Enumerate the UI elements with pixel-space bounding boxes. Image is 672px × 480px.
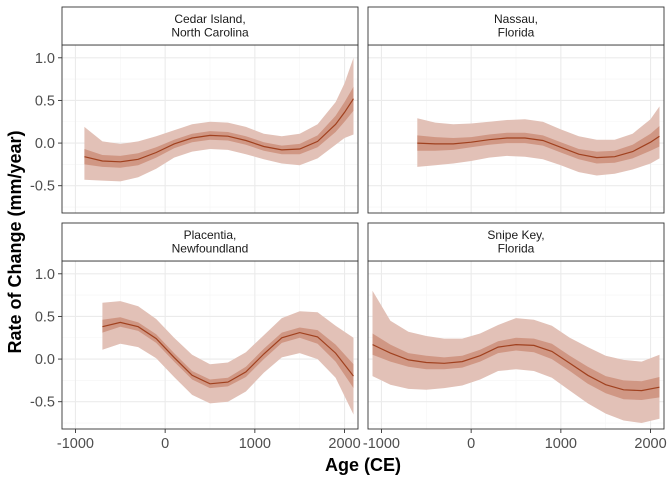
y-tick-label: -0.5 <box>30 179 55 195</box>
x-tick-label: 2000 <box>328 436 360 452</box>
facet-strip-label: Snipe Key, Florida <box>487 228 544 256</box>
facet-strip-line: North Carolina <box>171 26 249 40</box>
y-tick-label: 0.0 <box>35 352 55 368</box>
facet-strip <box>61 6 359 46</box>
facet-strip-line: Florida <box>498 242 535 256</box>
x-tick-label: 2000 <box>634 436 666 452</box>
y-tick-label: -0.5 <box>30 395 55 411</box>
credible-band-inner <box>372 333 660 400</box>
credible-band-outer <box>372 290 660 423</box>
facet-strip <box>367 6 665 46</box>
x-axis-title: Age (CE) <box>325 455 401 475</box>
x-tick-label: -1000 <box>363 436 400 452</box>
facet-panel: Nassau, Florida <box>367 6 665 214</box>
facet-strip-line: Florida <box>498 26 535 40</box>
x-tick-label: -1000 <box>57 436 94 452</box>
facet-strip <box>367 222 665 262</box>
x-tick-label: 1000 <box>545 436 577 452</box>
facet-strip-line: Snipe Key, <box>487 228 544 242</box>
facet-panel: Cedar Island, North Carolina <box>61 6 359 214</box>
facet-strip-line: Nassau, <box>494 12 538 26</box>
y-tick-label: 1.0 <box>35 267 55 283</box>
facet-panel: Placentia, Newfoundland <box>61 222 359 430</box>
facet-strip <box>61 222 359 262</box>
mean-rate-line <box>84 98 355 163</box>
facet-strip-line: Placentia, <box>184 228 237 242</box>
x-tick-label: 1000 <box>239 436 271 452</box>
facet-strip-line: Newfoundland <box>172 242 249 256</box>
credible-band-inner <box>84 86 354 168</box>
y-tick-label: 0.5 <box>35 309 55 325</box>
x-axis: -1000 0 1000 2000 -1000 0 1000 2000 <box>57 429 667 452</box>
y-tick-label: 0.0 <box>35 136 55 152</box>
y-tick-label: 0.5 <box>35 93 55 109</box>
y-axis: -0.5 0.0 0.5 1.0 -0.5 0.0 0.5 1.0 <box>30 51 62 411</box>
mean-rate-line <box>102 321 354 385</box>
x-tick-label: 0 <box>161 436 169 452</box>
mean-rate-line <box>417 135 660 159</box>
y-tick-label: 1.0 <box>35 51 55 67</box>
facet-panel: Snipe Key, Florida <box>367 222 665 430</box>
facet-strip-line: Cedar Island, <box>174 12 245 26</box>
facet-strip-label: Nassau, Florida <box>494 12 538 40</box>
facet-strip-label: Cedar Island, North Carolina <box>171 12 249 40</box>
mean-rate-line <box>372 343 660 392</box>
x-tick-label: 0 <box>467 436 475 452</box>
y-axis-title: Rate of Change (mm/year) <box>5 130 25 353</box>
credible-band-outer <box>102 301 354 415</box>
facet-strip-label: Placentia, Newfoundland <box>172 228 249 256</box>
credible-band-inner <box>417 126 660 164</box>
